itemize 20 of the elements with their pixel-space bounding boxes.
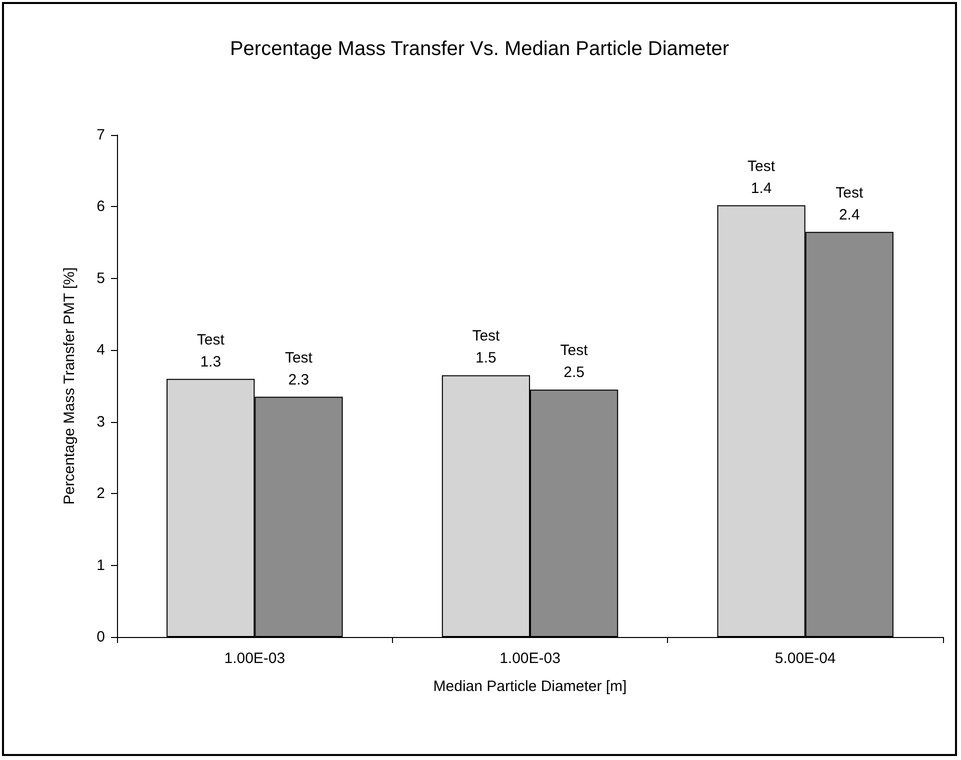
y-tick-label: 1	[96, 556, 105, 574]
x-tick-label: 1.00E-03	[224, 650, 286, 667]
y-axis-title: Percentage Mass Transfer PMT [%]	[61, 267, 78, 505]
data-label: Test 1.5	[472, 328, 501, 367]
y-tick-label: 4	[96, 342, 105, 359]
data-label: Test 2.3	[284, 349, 314, 388]
data-label: Test 1.4	[748, 158, 776, 197]
data-label: Test 2.4	[836, 184, 864, 224]
y-tick-label: 6	[96, 198, 105, 216]
data-label: Test 1.3	[196, 331, 226, 370]
data-label: Test 2.5	[560, 342, 589, 382]
x-axis-title: Median Particle Diameter [m]	[433, 678, 627, 695]
x-tick-label: 5.00E-04	[774, 650, 836, 667]
chart-title: Percentage Mass Transfer Vs. Median Particle Diameter	[230, 38, 730, 60]
y-tick-label: 7	[96, 126, 105, 144]
x-tick-label: 1.00E-03	[500, 650, 560, 667]
y-tick-label: 5	[96, 270, 105, 287]
y-tick-label: 3	[96, 413, 105, 430]
y-tick-label: 0	[96, 628, 105, 646]
y-tick-label: 2	[96, 485, 105, 502]
